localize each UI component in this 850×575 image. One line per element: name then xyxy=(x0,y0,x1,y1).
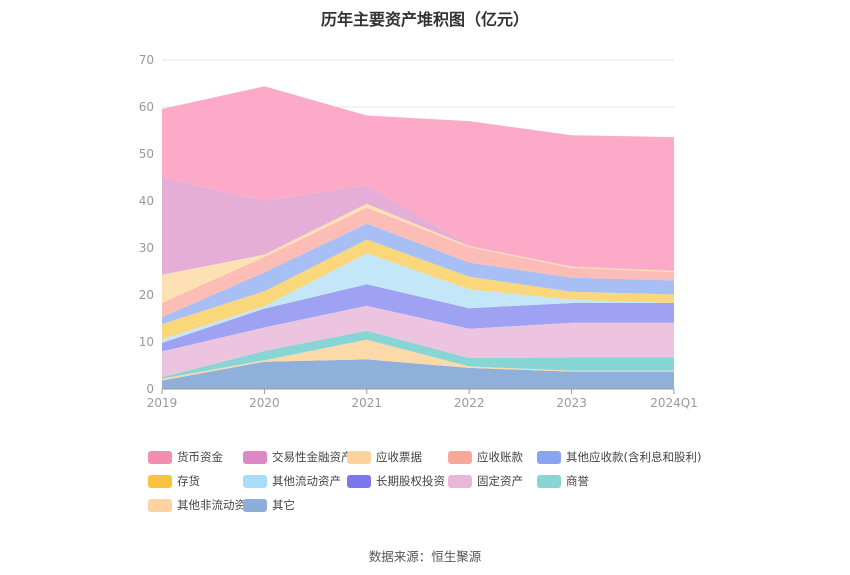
y-tick-label: 40 xyxy=(139,194,154,208)
legend-item-4[interactable]: 其他应收款(含利息和股利) xyxy=(537,449,701,465)
area-series-10 xyxy=(162,177,674,275)
legend-swatch xyxy=(243,498,267,512)
legend-swatch xyxy=(243,450,267,464)
y-tick-label: 10 xyxy=(139,335,154,349)
chart-title: 历年主要资产堆积图（亿元） xyxy=(320,10,529,29)
y-tick-label: 20 xyxy=(139,288,154,302)
x-tick-label: 2022 xyxy=(454,396,485,410)
y-tick-label: 30 xyxy=(139,241,154,255)
area-series-1 xyxy=(162,339,674,381)
x-tick-label: 2023 xyxy=(556,396,587,410)
x-tick-label: 2020 xyxy=(249,396,280,410)
area-series-group xyxy=(162,86,674,389)
legend-item-5[interactable]: 存货 xyxy=(148,473,200,489)
y-tick-label: 70 xyxy=(139,53,154,67)
legend-label: 应收账款 xyxy=(477,450,523,464)
legend-item-0[interactable]: 货币资金 xyxy=(148,449,223,465)
legend-label: 其他流动资产 xyxy=(272,474,341,488)
area-series-0 xyxy=(162,359,674,389)
area-series-11 xyxy=(162,86,674,271)
legend-swatch xyxy=(448,450,472,464)
legend-item-10[interactable]: 其他非流动资产 xyxy=(148,497,258,513)
legend-swatch xyxy=(448,474,472,488)
legend-label: 其它 xyxy=(272,498,295,512)
legend-swatch xyxy=(243,474,267,488)
legend-item-2[interactable]: 应收票据 xyxy=(347,449,422,465)
x-tick-label: 2024Q1 xyxy=(650,396,698,410)
stacked-area-chart: 0 10 20 30 40 50 60 70 2019 2020 2021 2022 2023 2024Q… xyxy=(139,53,698,410)
data-source: 数据来源：恒生聚源 xyxy=(368,549,482,564)
area-series-6 xyxy=(162,239,674,340)
y-tick-label: 0 xyxy=(146,382,154,396)
x-tick-label: 2019 xyxy=(147,396,178,410)
legend-swatch xyxy=(347,450,371,464)
legend-swatch xyxy=(148,498,172,512)
legend-swatch xyxy=(537,450,561,464)
y-tick-label: 60 xyxy=(139,100,154,114)
legend-item-11[interactable]: 其它 xyxy=(243,497,295,513)
y-tick-label: 50 xyxy=(139,147,154,161)
legend-item-3[interactable]: 应收账款 xyxy=(448,449,523,465)
legend-swatch xyxy=(148,450,172,464)
legend-item-1[interactable]: 交易性金融资产 xyxy=(243,449,353,465)
legend-swatch xyxy=(537,474,561,488)
legend-label: 应收票据 xyxy=(376,450,422,464)
legend-swatch xyxy=(347,474,371,488)
area-series-7 xyxy=(162,223,674,325)
legend-label: 货币资金 xyxy=(177,450,223,464)
legend-label: 交易性金融资产 xyxy=(272,450,353,464)
legend-label: 存货 xyxy=(177,474,200,488)
legend-label: 长期股权投资 xyxy=(376,474,445,488)
legend-item-7[interactable]: 长期股权投资 xyxy=(347,473,445,489)
legend-label: 其他应收款(含利息和股利) xyxy=(566,450,702,464)
legend-label: 其他非流动资产 xyxy=(177,498,258,512)
legend-item-9[interactable]: 商誉 xyxy=(537,473,589,489)
legend-label: 固定资产 xyxy=(477,474,523,488)
area-series-3 xyxy=(162,305,674,378)
legend-label: 商誉 xyxy=(566,474,589,488)
area-series-2 xyxy=(162,330,674,379)
area-series-4 xyxy=(162,284,674,352)
legend-swatch xyxy=(148,474,172,488)
area-series-8 xyxy=(162,207,674,318)
legend-item-6[interactable]: 其他流动资产 xyxy=(243,473,341,489)
legend-item-8[interactable]: 固定资产 xyxy=(448,473,523,489)
x-tick-label: 2021 xyxy=(352,396,383,410)
axes: 0 10 20 30 40 50 60 70 2019 2020 2021 2022 2023 2024Q… xyxy=(139,53,698,410)
